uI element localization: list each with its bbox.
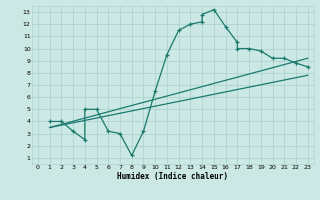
X-axis label: Humidex (Indice chaleur): Humidex (Indice chaleur) [117, 172, 228, 181]
